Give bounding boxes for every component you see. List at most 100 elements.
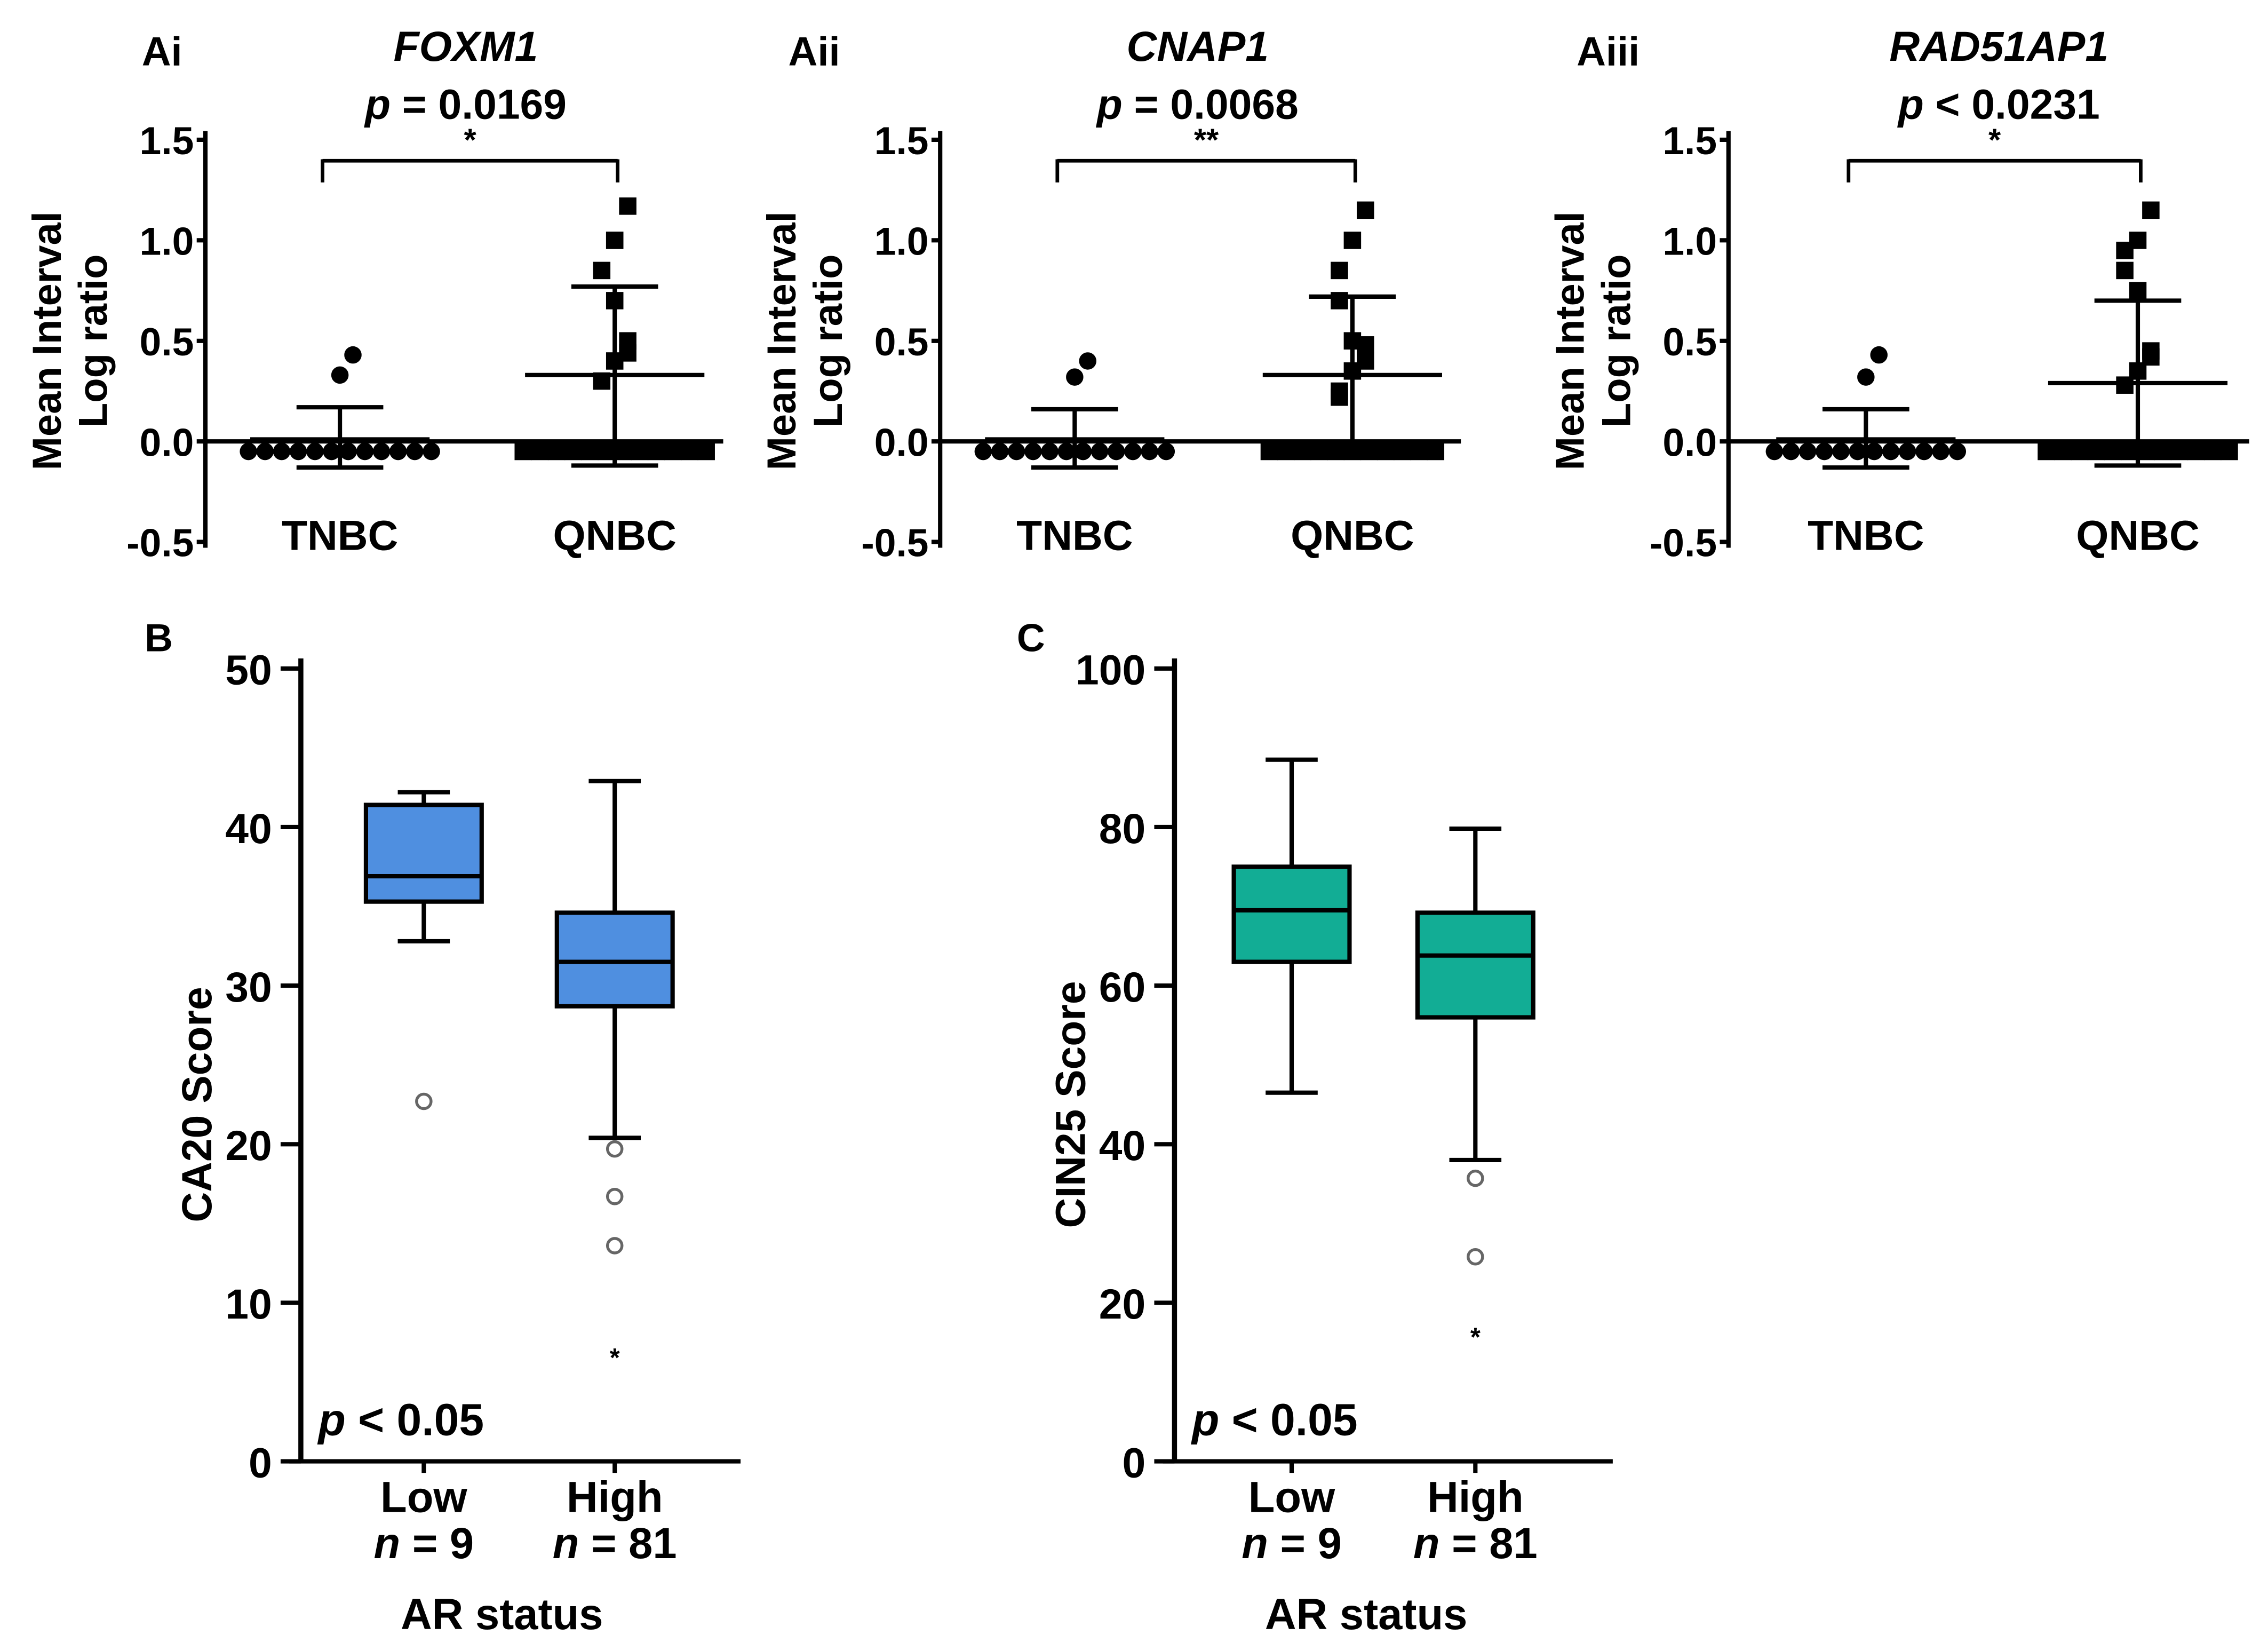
data-point bbox=[240, 442, 257, 461]
data-point bbox=[564, 442, 582, 461]
x-category-label: QNBC bbox=[553, 512, 676, 559]
data-point bbox=[1124, 442, 1142, 461]
y-tick-label: 0.0 bbox=[1662, 420, 1717, 464]
data-point bbox=[1948, 442, 1967, 461]
data-point bbox=[1832, 442, 1850, 461]
data-point bbox=[1091, 442, 1109, 461]
data-point bbox=[2154, 442, 2172, 461]
data-point bbox=[406, 442, 424, 461]
panel-label: C bbox=[1017, 616, 1045, 660]
y-tick-label: 0.0 bbox=[140, 420, 194, 464]
series-TNBC bbox=[974, 352, 1175, 470]
y-tick-label: 0.5 bbox=[140, 320, 194, 364]
data-point bbox=[2204, 442, 2222, 461]
p-value: p = 0.0169 bbox=[364, 81, 567, 128]
data-point bbox=[514, 442, 532, 461]
data-point bbox=[1799, 442, 1817, 461]
p-value: p < 0.0231 bbox=[1897, 81, 2100, 128]
group-n-label: n = 9 bbox=[374, 1519, 474, 1568]
data-point bbox=[1343, 232, 1362, 249]
p-value: p < 0.05 bbox=[317, 1395, 484, 1445]
y-tick-label: 40 bbox=[225, 805, 272, 852]
y-tick-label: 1.5 bbox=[1662, 119, 1717, 163]
data-point bbox=[2104, 442, 2122, 461]
y-tick-label: 50 bbox=[225, 647, 272, 694]
data-point bbox=[1882, 442, 1900, 461]
data-point bbox=[1294, 442, 1311, 461]
data-point bbox=[2116, 261, 2134, 280]
series-QNBC bbox=[514, 197, 715, 468]
data-point bbox=[1108, 442, 1125, 461]
y-tick-label: 20 bbox=[225, 1122, 272, 1169]
data-point bbox=[1331, 388, 1348, 406]
data-point bbox=[1057, 442, 1076, 461]
data-point bbox=[606, 232, 624, 249]
significance-stars: * bbox=[1988, 122, 2001, 157]
extreme-point: * bbox=[1470, 1323, 1481, 1352]
data-point bbox=[531, 442, 549, 461]
data-point bbox=[1870, 346, 1888, 364]
data-point bbox=[1079, 352, 1097, 370]
data-point bbox=[1765, 442, 1784, 461]
data-point bbox=[2221, 442, 2238, 461]
data-point bbox=[2071, 442, 2089, 461]
y-tick-label: 100 bbox=[1076, 647, 1145, 694]
data-point bbox=[1277, 442, 1295, 461]
data-point bbox=[697, 442, 715, 461]
data-point bbox=[1074, 442, 1092, 461]
data-point bbox=[289, 442, 307, 461]
y-axis-label: Mean IntervalLog ratio bbox=[1548, 211, 1640, 470]
panel-Ai: Ai FOXM1 p = 0.0169 1.5 1.0 0.5 0.0 -0.5 Mean In… bbox=[25, 23, 723, 565]
gene-title: CNAP1 bbox=[1127, 23, 1269, 70]
data-point bbox=[356, 442, 374, 461]
data-point bbox=[423, 442, 440, 461]
significance-stars: * bbox=[464, 122, 476, 157]
group-n-label: n = 9 bbox=[1242, 1519, 1342, 1568]
data-point bbox=[306, 442, 324, 461]
data-point bbox=[581, 442, 599, 461]
data-point bbox=[339, 442, 357, 461]
series-TNBC bbox=[240, 346, 440, 470]
y-tick-label: 1.0 bbox=[874, 219, 929, 263]
y-axis-label: CIN25 Score bbox=[1047, 981, 1094, 1228]
x-category-label: TNBC bbox=[1808, 512, 1924, 559]
x-axis-label: AR status bbox=[401, 1590, 603, 1639]
data-point bbox=[1410, 442, 1428, 461]
data-point bbox=[614, 442, 632, 461]
outlier-point bbox=[415, 1092, 433, 1110]
data-point bbox=[1932, 442, 1949, 461]
gene-title: FOXM1 bbox=[394, 23, 538, 70]
data-point bbox=[647, 442, 665, 461]
box-high: * bbox=[1415, 826, 1535, 1352]
data-point bbox=[2087, 442, 2105, 461]
x-category-label: Low bbox=[380, 1473, 467, 1521]
outlier-point bbox=[606, 1237, 624, 1255]
y-tick-label: 1.5 bbox=[140, 119, 194, 163]
data-point bbox=[598, 442, 615, 461]
data-point bbox=[2038, 442, 2055, 461]
y-axis-label: Mean IntervalLog ratio bbox=[759, 211, 851, 470]
outlier-point bbox=[1467, 1169, 1484, 1187]
box-iqr bbox=[363, 803, 484, 904]
outlier-point bbox=[606, 1140, 624, 1158]
group-n-label: n = 81 bbox=[553, 1519, 677, 1568]
data-point bbox=[1394, 442, 1411, 461]
series-QNBC bbox=[2038, 201, 2238, 468]
y-tick-label: -0.5 bbox=[861, 521, 928, 565]
data-point bbox=[974, 442, 992, 461]
series-TNBC bbox=[1765, 346, 1967, 470]
x-category-label: TNBC bbox=[282, 512, 398, 559]
data-point bbox=[593, 261, 611, 280]
data-point bbox=[1782, 442, 1800, 461]
y-tick-label: 0.5 bbox=[1662, 320, 1717, 364]
data-point bbox=[1357, 336, 1374, 354]
y-tick-label: -0.5 bbox=[126, 521, 194, 565]
y-tick-label: 1.5 bbox=[874, 119, 929, 163]
data-point bbox=[1857, 368, 1875, 386]
y-tick-label: 0 bbox=[1122, 1439, 1145, 1486]
y-tick-label: 1.0 bbox=[140, 219, 194, 263]
data-point bbox=[1915, 442, 1933, 461]
data-point bbox=[389, 442, 407, 461]
